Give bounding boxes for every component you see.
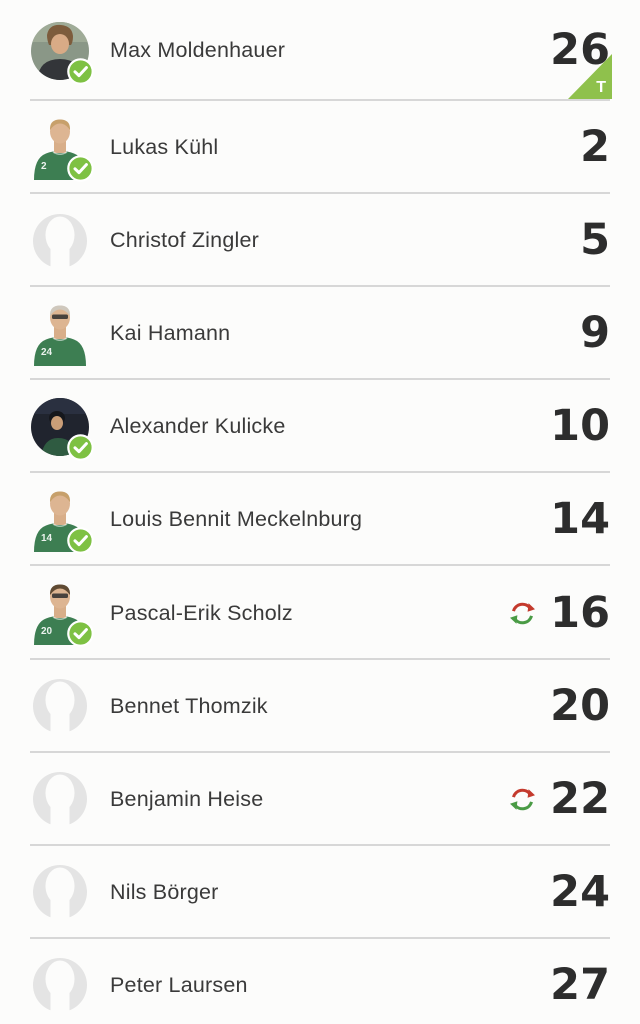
- shirt-number: 5: [580, 215, 610, 266]
- shirt-number: 27: [550, 959, 610, 1010]
- player-avatar: 14: [30, 487, 94, 554]
- player-row[interactable]: Alexander Kulicke 10: [0, 380, 640, 474]
- row-right-group: 9: [580, 312, 610, 355]
- player-avatar: [30, 18, 94, 85]
- row-right-group: 27: [550, 959, 610, 1010]
- row-right-group: 24: [550, 866, 610, 917]
- player-name: Peter Laursen: [110, 972, 248, 997]
- shirt-number: 20: [550, 680, 610, 731]
- player-avatar: 2: [30, 115, 94, 182]
- player-row[interactable]: 24 Kai Hamann 9: [0, 287, 640, 381]
- confirmed-check-icon: [67, 154, 94, 182]
- player-row[interactable]: 20 Pascal-Erik Scholz 16: [0, 566, 640, 660]
- player-row[interactable]: Benjamin Heise 22: [0, 753, 640, 846]
- svg-text:2: 2: [41, 161, 47, 172]
- confirmed-check-icon: [67, 527, 94, 554]
- player-row[interactable]: Peter Laursen 27: [0, 939, 640, 1024]
- player-avatar: [30, 208, 90, 274]
- player-name: Nils Börger: [110, 879, 219, 904]
- shirt-number: 2: [580, 122, 610, 173]
- player-avatar: [30, 952, 90, 1018]
- player-avatar: [30, 394, 94, 461]
- player-avatar: [30, 766, 90, 832]
- shirt-number: 26: [550, 25, 610, 75]
- player-name: Louis Bennit Meckelnburg: [110, 507, 363, 532]
- goalkeeper-badge-label: T: [596, 79, 606, 96]
- shirt-number: 14: [550, 494, 610, 545]
- player-name: Alexander Kulicke: [110, 414, 286, 439]
- svg-text:14: 14: [41, 533, 53, 544]
- shirt-number: 16: [550, 587, 610, 638]
- player-row[interactable]: 2 Lukas Kühl 2: [0, 101, 640, 195]
- shirt-number: 9: [580, 308, 610, 359]
- player-row[interactable]: 14 Louis Bennit Meckelnburg 14: [0, 473, 640, 567]
- row-right-group: 2: [580, 126, 610, 169]
- shirt-number: 22: [550, 773, 610, 824]
- player-avatar: [30, 859, 90, 925]
- row-right-group: 16: [509, 587, 610, 638]
- row-right-group: 26: [550, 29, 610, 72]
- player-name: Lukas Kühl: [110, 135, 219, 160]
- row-right-group: 10: [550, 405, 610, 448]
- confirmed-check-icon: [67, 434, 94, 461]
- player-name: Benjamin Heise: [110, 786, 264, 811]
- row-right-group: 5: [580, 219, 610, 262]
- row-right-group: 20: [550, 680, 610, 731]
- player-name: Pascal-Erik Scholz: [110, 600, 293, 625]
- player-row[interactable]: Christof Zingler 5: [0, 194, 640, 288]
- player-name: Bennet Thomzik: [110, 693, 268, 718]
- player-avatar: 20: [30, 580, 94, 647]
- svg-text:24: 24: [41, 347, 53, 358]
- confirmed-check-icon: [67, 620, 94, 647]
- row-right-group: 22: [509, 773, 610, 824]
- player-name: Max Moldenhauer: [110, 38, 286, 62]
- substitution-icon: [509, 600, 536, 627]
- shirt-number: 10: [550, 401, 610, 452]
- row-right-group: 14: [550, 498, 610, 541]
- shirt-number: 24: [550, 866, 610, 917]
- player-row[interactable]: Max Moldenhauer 26 T: [0, 0, 640, 101]
- player-name: Kai Hamann: [110, 321, 231, 346]
- confirmed-check-icon: [67, 57, 94, 85]
- substitution-icon: [509, 786, 536, 813]
- player-row[interactable]: Nils Börger 24: [0, 846, 640, 939]
- player-row[interactable]: Bennet Thomzik 20: [0, 660, 640, 753]
- player-name: Christof Zingler: [110, 228, 259, 253]
- svg-text:20: 20: [41, 626, 53, 637]
- player-avatar: 24: [30, 301, 90, 367]
- player-avatar: [30, 673, 90, 739]
